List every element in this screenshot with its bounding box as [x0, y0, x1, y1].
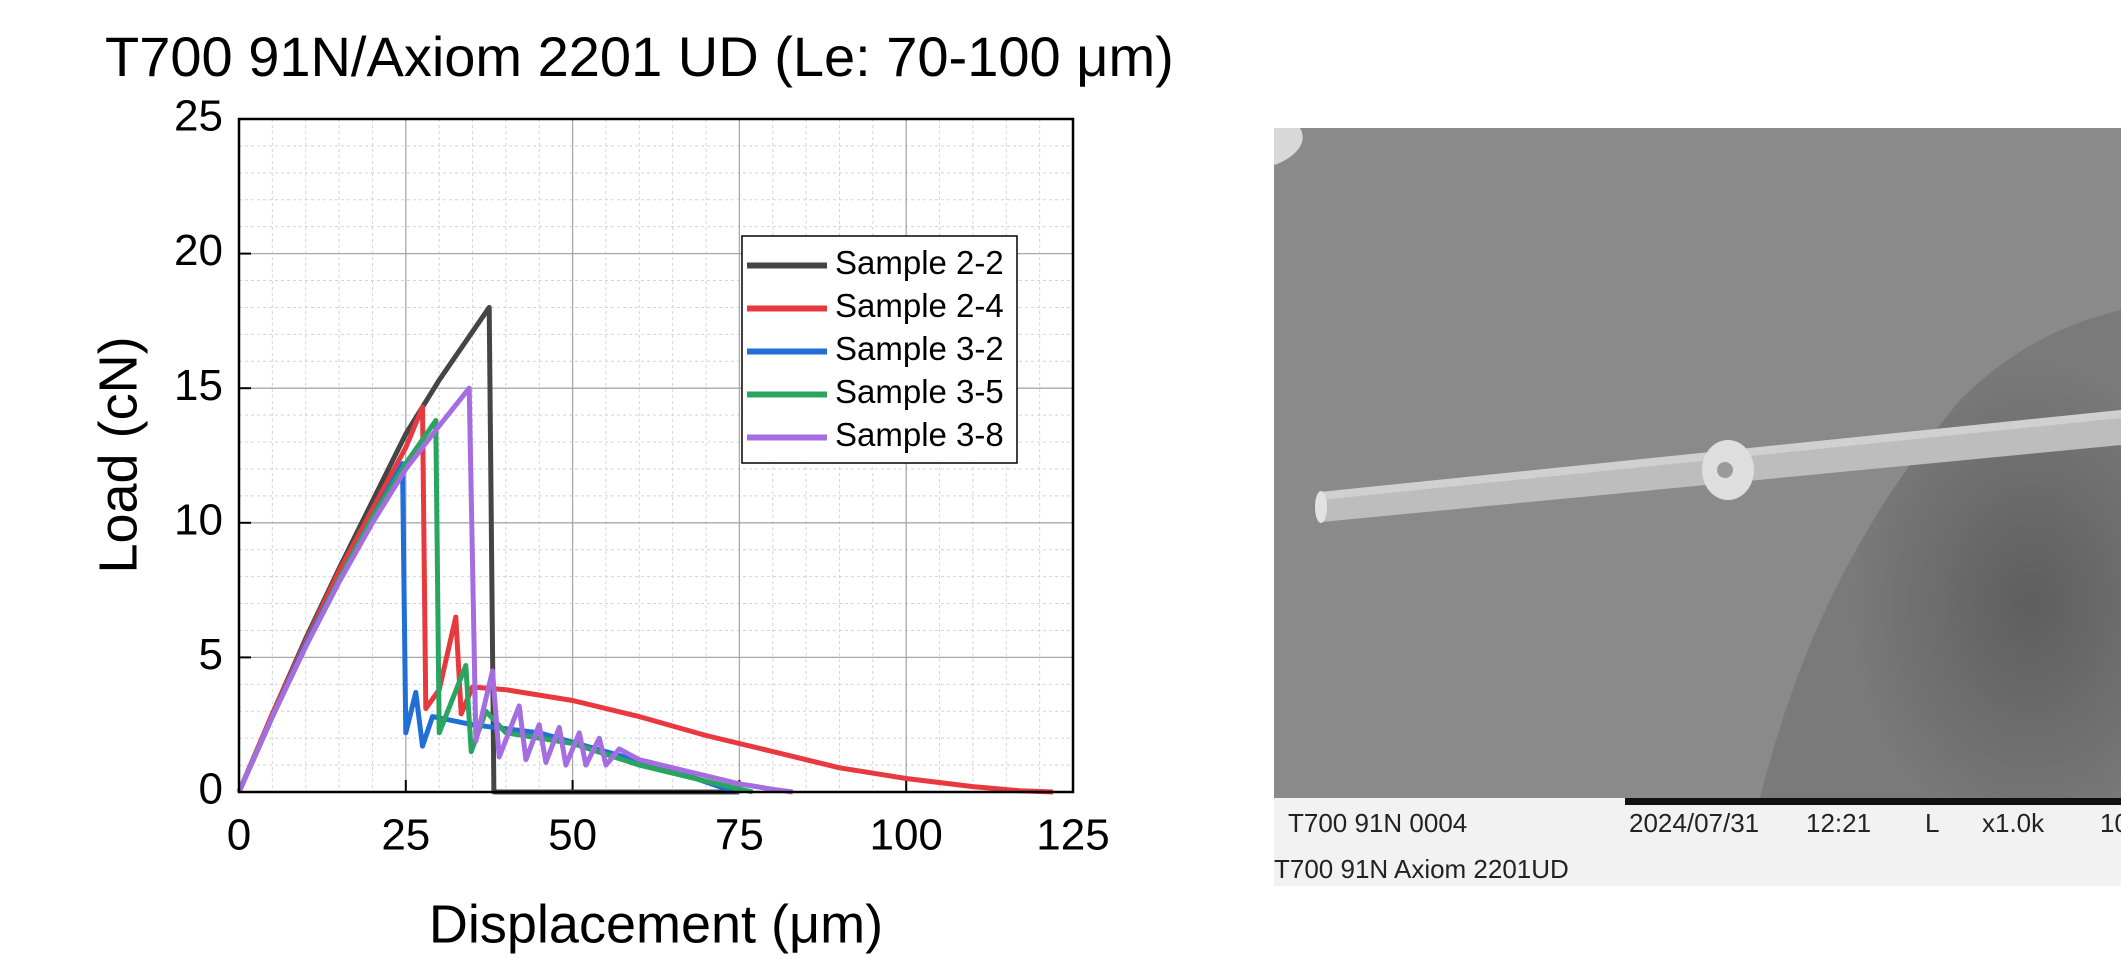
y-axis-label: Load (cN)	[88, 336, 148, 573]
chart-title: T700 91N/Axiom 2201 UD (Le: 70-100 μm)	[105, 25, 1174, 88]
legend-label: Sample 3-8	[835, 416, 1004, 453]
x-tick-label: 75	[715, 811, 764, 860]
y-tick-label: 0	[199, 765, 223, 814]
x-axis-label: Displacement (μm)	[429, 894, 883, 954]
x-tick-label: 25	[381, 811, 430, 860]
x-tick-label: 100	[869, 811, 942, 860]
sem-caption: L	[1925, 808, 1939, 838]
legend-label: Sample 3-2	[835, 330, 1004, 367]
y-tick-label: 25	[174, 92, 223, 141]
x-tick-label: 125	[1036, 811, 1109, 860]
x-tick-label: 0	[227, 811, 251, 860]
sem-caption: 10	[2100, 808, 2121, 838]
data-line	[236, 385, 794, 795]
sem-caption: 12:21	[1806, 808, 1871, 838]
sem-scale-bar	[1625, 798, 2121, 805]
y-tick-label: 10	[174, 495, 223, 544]
x-tick-label: 50	[548, 811, 597, 860]
sem-caption: 2024/07/31	[1629, 808, 1759, 838]
legend: Sample 2-2 Sample 2-4 Sample 3-2 Sample 3-5…	[741, 235, 1018, 464]
plot-frame	[237, 117, 1075, 794]
y-tick-label: 20	[174, 226, 223, 275]
sem-image	[1274, 128, 2121, 798]
legend-label: Sample 2-4	[835, 287, 1004, 324]
legend-label: Sample 2-2	[835, 244, 1004, 281]
legend-label: Sample 3-5	[835, 373, 1004, 410]
sem-caption: T700 91N 0004	[1288, 808, 1467, 838]
sem-info-bar	[1274, 798, 2121, 886]
sem-caption: T700 91N Axiom 2201UD	[1274, 854, 1569, 884]
sem-caption: x1.0k	[1982, 808, 2045, 838]
y-tick-label: 5	[199, 630, 223, 679]
y-tick-label: 15	[174, 361, 223, 410]
